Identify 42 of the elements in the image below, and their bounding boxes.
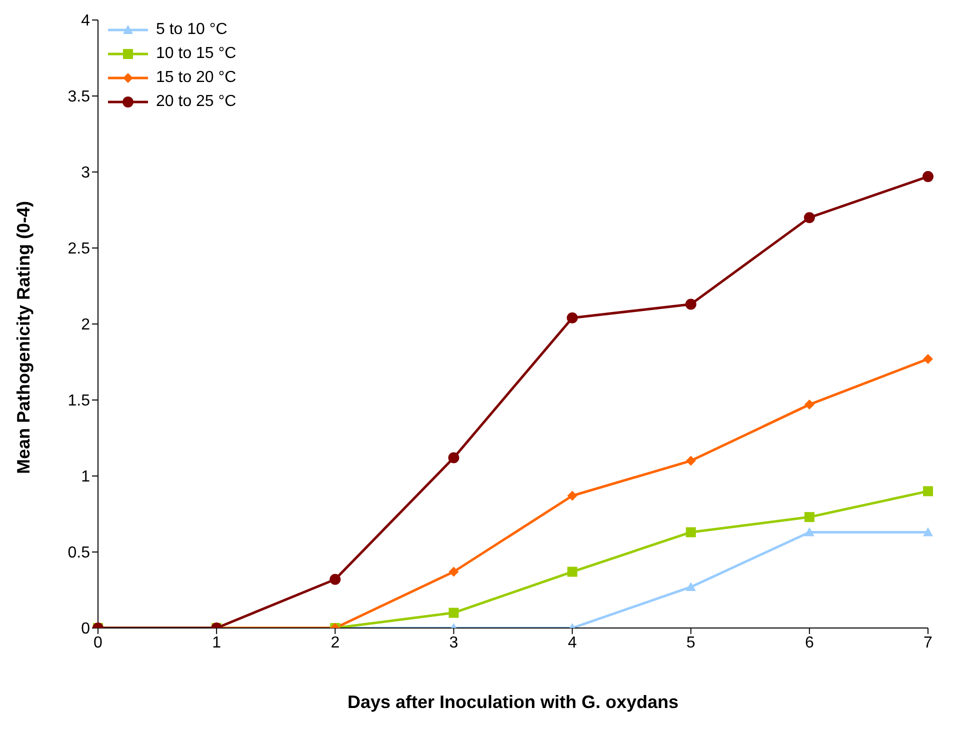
x-tick-label: 3: [449, 634, 458, 652]
point: [923, 527, 933, 536]
x-tick-label: 5: [686, 634, 696, 652]
x-tick-label: 1: [212, 634, 222, 652]
legend-label: 10 to 15 °C: [156, 45, 236, 63]
x-axis-title: Days after Inoculation with G. oxydans: [347, 692, 679, 712]
point: [923, 486, 933, 496]
y-tick-label: 0: [81, 620, 90, 638]
point: [685, 298, 696, 310]
y-tick-label: 2: [81, 316, 90, 334]
y-tick-label: 2.5: [68, 240, 90, 258]
point: [686, 582, 696, 591]
point: [448, 608, 459, 618]
point: [686, 527, 696, 538]
legend-label: 20 to 25 °C: [156, 93, 236, 111]
x-tick-label: 2: [330, 634, 340, 652]
point: [922, 171, 934, 182]
y-tick-label: 1.5: [68, 392, 90, 410]
y-tick-label: 4: [81, 12, 90, 30]
y-tick-label: 0.5: [68, 544, 90, 562]
x-tick-label: 6: [804, 634, 814, 652]
x-tick-label: 0: [94, 634, 103, 652]
point: [804, 512, 814, 522]
legend-label: 15 to 20 °C: [156, 69, 236, 87]
point: [804, 400, 814, 410]
y-tick-label: 3: [81, 164, 90, 182]
x-tick-label: 4: [568, 634, 577, 652]
point: [804, 527, 814, 536]
x-tick-label: 7: [924, 634, 933, 652]
point: [448, 566, 459, 577]
legend-label: 5 to 10 °C: [156, 21, 228, 39]
y-tick-label: 1: [81, 468, 90, 486]
point: [804, 212, 815, 224]
point: [566, 312, 578, 324]
point: [330, 574, 341, 585]
point: [448, 452, 460, 464]
point: [567, 566, 578, 577]
point: [686, 456, 696, 466]
y-axis-title: Mean Pathogenicity Rating (0-4): [13, 200, 34, 474]
point: [923, 354, 933, 364]
y-tick-label: 3.5: [68, 88, 90, 106]
point: [567, 490, 578, 501]
